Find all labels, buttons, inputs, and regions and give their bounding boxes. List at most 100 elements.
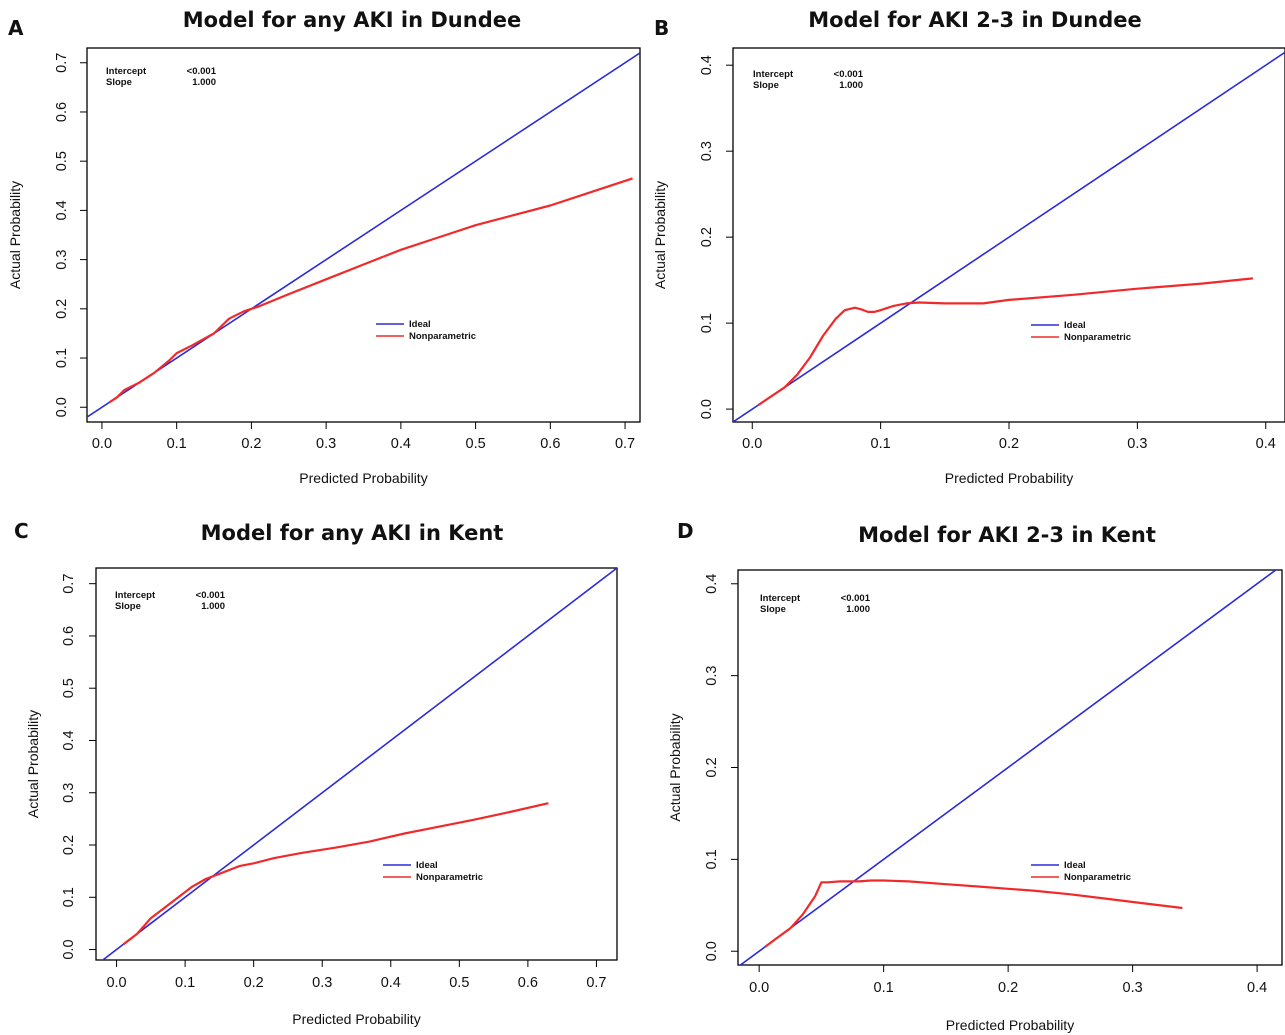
y-tick-label: 0.6 bbox=[61, 626, 77, 646]
y-tick-label: 0.3 bbox=[704, 666, 720, 686]
panel-a: A Model for any AKI in Dundee 0.0 0.1 0.2 0… bbox=[0, 0, 641, 500]
legend-label: Ideal bbox=[1064, 320, 1086, 331]
x-axis-label: Predicted Probability bbox=[946, 1017, 1074, 1033]
y-tick-label: 0.7 bbox=[61, 574, 77, 594]
panel-letter: C bbox=[14, 519, 29, 543]
x-tick-label: 0.4 bbox=[391, 436, 411, 452]
plot-frame bbox=[95, 567, 618, 961]
x-tick-label: 0.1 bbox=[167, 436, 187, 452]
panel-letter: B bbox=[654, 16, 670, 40]
x-tick-label: 0.6 bbox=[518, 975, 538, 991]
legend-label: Ideal bbox=[1064, 860, 1086, 871]
y-tick-label: 0.1 bbox=[54, 348, 70, 368]
x-tick-label: 0.1 bbox=[175, 975, 195, 991]
y-tick-label: 0.7 bbox=[54, 53, 70, 73]
x-tick-label: 0.1 bbox=[874, 980, 894, 996]
x-tick-label: 0.7 bbox=[586, 975, 606, 991]
y-tick-label: 0.2 bbox=[699, 227, 715, 247]
x-tick-label: 0.2 bbox=[241, 436, 261, 452]
ideal-line bbox=[733, 51, 1285, 422]
y-tick-label: 0.0 bbox=[54, 397, 70, 417]
y-tick-label: 0.0 bbox=[699, 399, 715, 419]
y-tick-label: 0.1 bbox=[699, 313, 715, 333]
legend-label: Nonparametric bbox=[1064, 872, 1131, 883]
stat-value: <0.001 bbox=[196, 590, 226, 601]
panel-d: D Model for AKI 2-3 in Kent 0.0 0.1 0.2 0.3… bbox=[645, 515, 1285, 1035]
y-axis-label: Actual Probability bbox=[652, 181, 668, 289]
panel-letter: A bbox=[8, 16, 24, 40]
calibration-plot: 0.0 0.1 0.2 0.3 0.4 0.0 0.1 0.2 0.3 0.4 Predicted … bbox=[667, 569, 1283, 1033]
y-tick-label: 0.2 bbox=[704, 757, 720, 777]
legend-label: Nonparametric bbox=[416, 872, 483, 883]
y-axis-label: Actual Probability bbox=[667, 713, 683, 821]
x-tick-label: 0.3 bbox=[1127, 436, 1147, 452]
chart-title: Model for AKI 2-3 in Dundee bbox=[808, 8, 1142, 32]
plot-frame bbox=[86, 47, 641, 423]
x-tick-label: 0.0 bbox=[106, 975, 126, 991]
y-tick-label: 0.6 bbox=[54, 102, 70, 122]
x-tick-label: 0.0 bbox=[749, 980, 769, 996]
legend-label: Ideal bbox=[409, 319, 431, 330]
y-tick-label: 0.4 bbox=[54, 200, 70, 220]
y-tick-label: 0.1 bbox=[704, 849, 720, 869]
stat-label: Intercept bbox=[106, 66, 147, 77]
x-tick-label: 0.4 bbox=[1247, 980, 1267, 996]
stat-label: Slope bbox=[760, 604, 786, 615]
x-axis-label: Predicted Probability bbox=[292, 1011, 420, 1027]
y-axis-label: Actual Probability bbox=[25, 710, 41, 818]
y-tick-label: 0.3 bbox=[54, 250, 70, 270]
x-tick-label: 0.2 bbox=[244, 975, 264, 991]
x-tick-label: 0.6 bbox=[540, 436, 560, 452]
panel-b: B Model for AKI 2-3 in Dundee 0.0 0.1 0.2 0… bbox=[645, 0, 1285, 500]
x-tick-label: 0.1 bbox=[871, 436, 891, 452]
stat-label: Intercept bbox=[753, 69, 794, 80]
nonparametric-line bbox=[764, 879, 1183, 948]
ideal-line bbox=[101, 568, 617, 960]
y-tick-label: 0.0 bbox=[61, 939, 77, 959]
calibration-plot: 0.0 0.1 0.2 0.3 0.4 0.5 0.6 0.7 0.0 0.1 0.2 0.3 0.4 0… bbox=[7, 47, 641, 486]
stat-value: <0.001 bbox=[187, 66, 217, 77]
x-tick-label: 0.2 bbox=[998, 980, 1018, 996]
legend-label: Ideal bbox=[416, 860, 438, 871]
x-tick-label: 0.2 bbox=[999, 436, 1019, 452]
y-tick-label: 0.3 bbox=[699, 141, 715, 161]
stat-value: 1.000 bbox=[192, 77, 216, 88]
chart-title: Model for any AKI in Dundee bbox=[182, 8, 522, 32]
y-tick-label: 0.5 bbox=[54, 151, 70, 171]
y-tick-label: 0.1 bbox=[61, 887, 77, 907]
x-tick-label: 0.4 bbox=[1256, 436, 1276, 452]
x-tick-label: 0.3 bbox=[312, 975, 332, 991]
y-tick-label: 0.2 bbox=[61, 835, 77, 855]
y-tick-label: 0.5 bbox=[61, 678, 77, 698]
x-tick-label: 0.4 bbox=[381, 975, 401, 991]
chart-title: Model for any AKI in Kent bbox=[200, 521, 504, 545]
stat-value: 1.000 bbox=[201, 601, 225, 612]
x-tick-label: 0.0 bbox=[742, 436, 762, 452]
nonparametric-line bbox=[108, 177, 633, 404]
stat-value: 1.000 bbox=[839, 80, 863, 91]
y-tick-label: 0.2 bbox=[54, 299, 70, 319]
nonparametric-line bbox=[758, 277, 1254, 406]
ideal-line bbox=[87, 52, 640, 418]
stat-label: Slope bbox=[106, 77, 132, 88]
x-tick-label: 0.0 bbox=[92, 436, 112, 452]
y-tick-label: 0.4 bbox=[704, 574, 720, 594]
y-tick-label: 0.0 bbox=[704, 941, 720, 961]
stat-label: Slope bbox=[115, 601, 141, 612]
x-tick-label: 0.5 bbox=[449, 975, 469, 991]
x-axis-label: Predicted Probability bbox=[945, 470, 1073, 486]
stat-value: <0.001 bbox=[834, 69, 864, 80]
panel-letter: D bbox=[677, 519, 694, 543]
x-axis-label: Predicted Probability bbox=[299, 470, 427, 486]
nonparametric-line bbox=[122, 802, 549, 946]
x-tick-label: 0.7 bbox=[615, 436, 635, 452]
y-tick-label: 0.4 bbox=[699, 55, 715, 75]
calibration-plot: 0.0 0.1 0.2 0.3 0.4 0.5 0.6 0.7 0.0 0.1 0.2 0.3 0.4 0… bbox=[25, 567, 618, 1027]
x-tick-label: 0.5 bbox=[466, 436, 486, 452]
x-tick-label: 0.3 bbox=[1123, 980, 1143, 996]
stat-label: Intercept bbox=[115, 590, 156, 601]
stat-value: <0.001 bbox=[841, 593, 871, 604]
chart-title: Model for AKI 2-3 in Kent bbox=[858, 523, 1156, 547]
y-axis-label: Actual Probability bbox=[7, 181, 23, 289]
y-tick-label: 0.4 bbox=[61, 730, 77, 750]
